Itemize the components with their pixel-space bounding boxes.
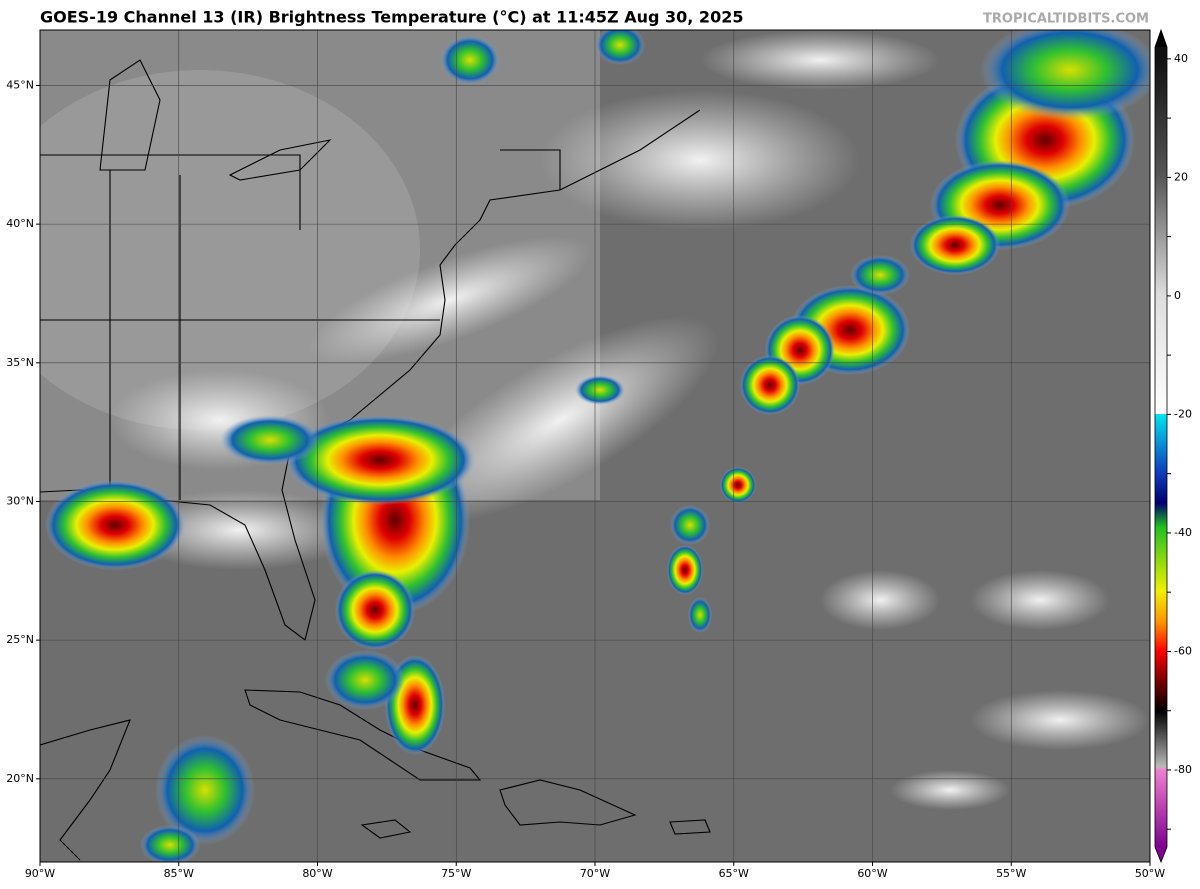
colorbar-label: -40 (1174, 526, 1192, 539)
colorbar-label: 20 (1174, 170, 1188, 183)
lat-label: 20°N (6, 772, 34, 785)
satellite-image (40, 30, 1150, 862)
colorbar-extend-top (1155, 30, 1167, 47)
lon-label: 50°W (1135, 867, 1165, 880)
lat-label: 40°N (6, 217, 34, 230)
colorbar-label: -60 (1174, 644, 1192, 657)
lon-label: 85°W (164, 867, 194, 880)
lon-label: 60°W (857, 867, 887, 880)
lat-label: 30°N (6, 494, 34, 507)
lon-label: 70°W (580, 867, 610, 880)
colorbar-label: 40 (1174, 52, 1188, 65)
lon-label: 75°W (441, 867, 471, 880)
colorbar-label: -80 (1174, 763, 1192, 776)
colorbar-outline (1154, 28, 1168, 864)
lon-label: 55°W (996, 867, 1026, 880)
lat-label: 25°N (6, 633, 34, 646)
lat-label: 45°N (6, 78, 34, 91)
colorbar-label: -20 (1174, 407, 1192, 420)
lon-label: 65°W (719, 867, 749, 880)
colorbar-extend-bottom (1155, 847, 1167, 862)
colorbar-body (1155, 47, 1167, 847)
lat-label: 35°N (6, 356, 34, 369)
credit: TROPICALTIDBITS.COM (983, 12, 1149, 27)
title: GOES-19 Channel 13 (IR) Brightness Tempe… (40, 8, 743, 27)
colorbar (1154, 28, 1168, 864)
lon-label: 80°W (302, 867, 332, 880)
colorbar-label: 0 (1174, 289, 1181, 302)
lon-label: 90°W (25, 867, 55, 880)
